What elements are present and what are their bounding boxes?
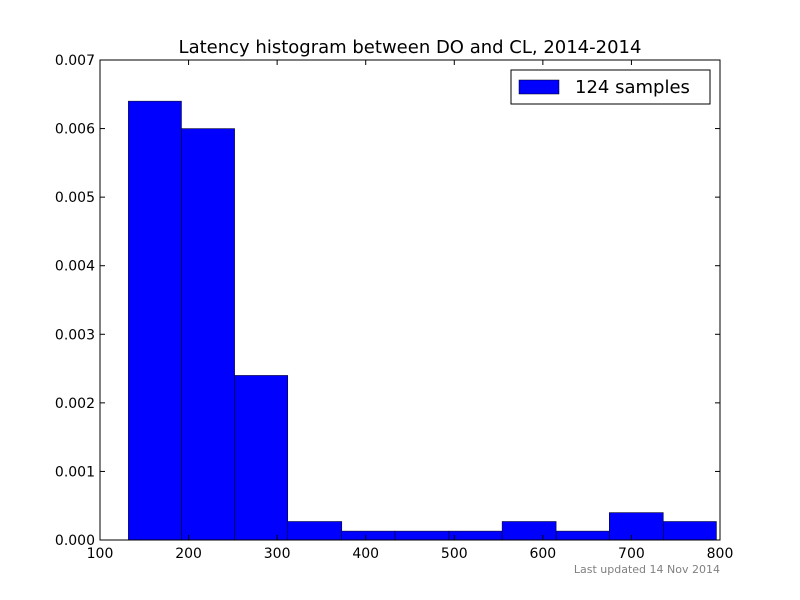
x-tick-label-4: 500 — [441, 546, 468, 562]
histogram-bar-10 — [663, 521, 717, 541]
y-tick-label-5: 0.005 — [55, 190, 95, 206]
legend: 124 samples — [510, 69, 711, 105]
histogram-bar-5 — [394, 530, 450, 541]
x-tick-label-7: 800 — [707, 546, 734, 562]
y-tick-label-4: 0.004 — [55, 259, 95, 275]
histogram-bar-3 — [287, 521, 343, 541]
y-tick-label-1: 0.001 — [55, 464, 95, 480]
x-tick-label-2: 300 — [264, 546, 291, 562]
x-tick-label-5: 600 — [529, 546, 556, 562]
histogram-bar-0 — [128, 100, 182, 541]
y-axis: 0.000 0.001 0.002 0.003 0.004 0.005 0.006 0.007 — [55, 53, 720, 549]
chart-title: Latency histogram between DO and CL, 201… — [179, 37, 642, 58]
legend-label: 124 samples — [575, 77, 690, 98]
histogram-bar-7 — [501, 521, 557, 541]
last-updated-note: Last updated 14 Nov 2014 — [573, 563, 720, 576]
histogram-bar-9 — [609, 512, 664, 541]
legend-swatch — [518, 79, 560, 95]
x-axis: 100 200 300 400 500 600 700 800 — [87, 60, 734, 562]
histogram-bar-6 — [448, 530, 503, 541]
x-tick-label-6: 700 — [618, 546, 645, 562]
y-tick-label-0: 0.000 — [55, 533, 95, 549]
y-tick-label-2: 0.002 — [55, 396, 95, 412]
y-tick-label-6: 0.006 — [55, 122, 95, 138]
histogram-bar-2 — [234, 375, 289, 541]
histogram-bar-4 — [341, 530, 396, 541]
x-tick-label-3: 400 — [352, 546, 379, 562]
y-tick-label-7: 0.007 — [55, 53, 95, 69]
x-tick-label-1: 200 — [175, 546, 202, 562]
plot-frame — [99, 59, 721, 541]
y-tick-label-3: 0.003 — [55, 327, 95, 343]
x-tick-label-0: 100 — [87, 546, 114, 562]
histogram-bar-1 — [181, 128, 235, 541]
bars-group — [128, 100, 717, 541]
histogram-bar-8 — [555, 530, 610, 541]
